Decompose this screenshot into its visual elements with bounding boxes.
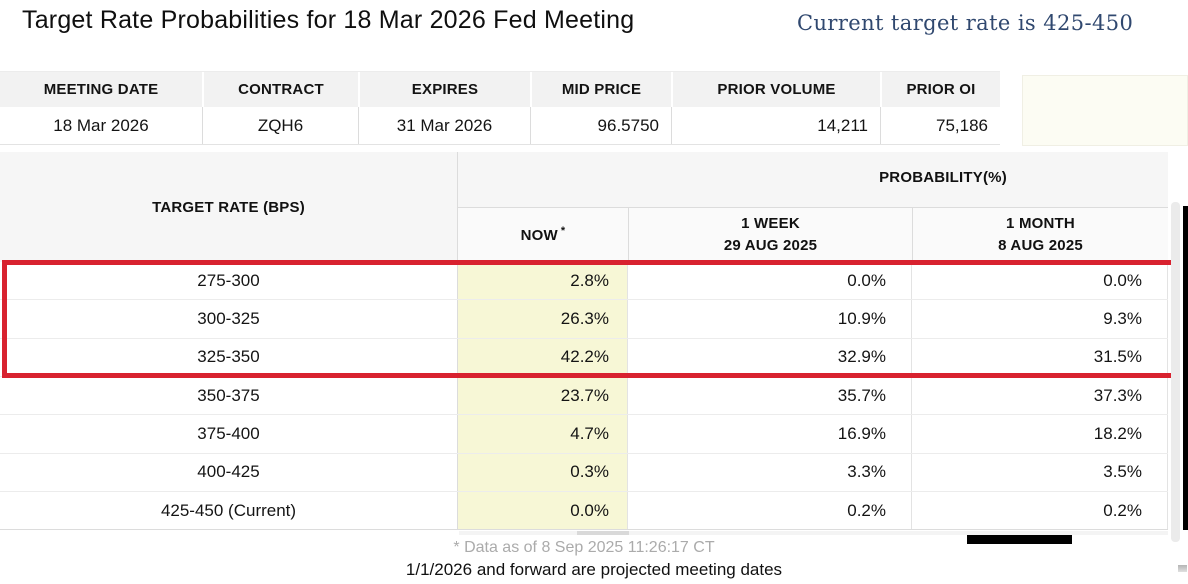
target-rate-cell: 425-450 (Current) bbox=[0, 492, 458, 530]
now-probability-cell: 23.7% bbox=[458, 377, 628, 415]
contract-cell-contract: ZQH6 bbox=[202, 107, 358, 144]
contract-header-contract: CONTRACT bbox=[202, 72, 358, 107]
table-row: 425-450 (Current) 0.0% 0.2% 0.2% bbox=[0, 492, 1168, 531]
week-probability-cell: 3.3% bbox=[628, 453, 912, 492]
table-row: 300-325 26.3% 10.9% 9.3% bbox=[0, 300, 1168, 339]
contract-cell-expires: 31 Mar 2026 bbox=[358, 107, 530, 144]
now-probability-cell: 0.0% bbox=[458, 492, 628, 530]
contract-header-prior-oi: PRIOR OI bbox=[880, 72, 1000, 107]
month-date: 8 AUG 2025 bbox=[998, 237, 1083, 254]
month-probability-cell: 18.2% bbox=[912, 415, 1168, 453]
horizontal-scrollbar-thumb[interactable] bbox=[577, 531, 629, 535]
now-probability-cell: 0.3% bbox=[458, 453, 628, 492]
table-row: 325-350 42.2% 32.9% 31.5% bbox=[0, 338, 1168, 378]
contract-cell-prior-oi: 75,186 bbox=[880, 107, 1000, 144]
month-label: 1 MONTH bbox=[1006, 215, 1075, 233]
month-probability-cell: 31.5% bbox=[912, 338, 1168, 377]
column-header-1-week: 1 WEEK 29 AUG 2025 bbox=[628, 208, 912, 262]
probability-header-band bbox=[458, 152, 1168, 207]
contract-header-expires: EXPIRES bbox=[358, 72, 530, 107]
contract-cell-prior-volume: 14,211 bbox=[671, 107, 880, 144]
target-rate-cell: 375-400 bbox=[0, 415, 458, 453]
week-probability-cell: 0.0% bbox=[628, 262, 912, 300]
projected-dates-note: 1/1/2026 and forward are projected meeti… bbox=[405, 560, 783, 579]
contract-header-prior-volume: PRIOR VOLUME bbox=[671, 72, 880, 107]
current-target-rate-note: Current target rate is 425-450 bbox=[797, 11, 1134, 35]
page-title: Target Rate Probabilities for 18 Mar 202… bbox=[22, 6, 635, 34]
target-rate-cell: 275-300 bbox=[0, 262, 458, 300]
week-label: 1 WEEK bbox=[741, 215, 800, 233]
target-rate-cell: 300-325 bbox=[0, 300, 458, 338]
month-probability-cell: 0.2% bbox=[912, 492, 1168, 530]
target-rate-cell: 400-425 bbox=[0, 453, 458, 492]
month-probability-cell: 0.0% bbox=[912, 262, 1168, 300]
now-probability-cell: 2.8% bbox=[458, 262, 628, 300]
now-label: NOW bbox=[520, 226, 558, 244]
data-as-of-note: * Data as of 8 Sep 2025 11:26:17 CT bbox=[453, 539, 715, 556]
target-rate-cell: 325-350 bbox=[0, 338, 458, 377]
probability-subheader-row: NOW * 1 WEEK 29 AUG 2025 1 MONTH 8 AUG 20… bbox=[458, 207, 1168, 262]
week-probability-cell: 16.9% bbox=[628, 415, 912, 453]
week-date: 29 AUG 2025 bbox=[723, 237, 818, 254]
side-panel bbox=[1022, 75, 1188, 146]
month-probability-cell: 3.5% bbox=[912, 453, 1168, 492]
now-footnote-asterisk: * bbox=[560, 224, 566, 237]
week-probability-cell: 10.9% bbox=[628, 300, 912, 338]
contract-cell-meeting-date: 18 Mar 2026 bbox=[0, 107, 202, 144]
column-header-now: NOW * bbox=[458, 208, 628, 262]
probability-header-label: PROBABILITY(%) bbox=[879, 169, 1007, 186]
month-probability-cell: 9.3% bbox=[912, 300, 1168, 338]
column-header-1-month: 1 MONTH 8 AUG 2025 bbox=[912, 208, 1168, 262]
redaction-bar bbox=[967, 535, 1072, 544]
scrollbar-corner-handle bbox=[1178, 565, 1187, 572]
contract-table-header-row: MEETING DATE CONTRACT EXPIRES MID PRICE … bbox=[0, 71, 1000, 107]
table-row: 275-300 2.8% 0.0% 0.0% bbox=[0, 262, 1168, 301]
table-row: 400-425 0.3% 3.3% 3.5% bbox=[0, 453, 1168, 493]
week-probability-cell: 32.9% bbox=[628, 338, 912, 377]
vertical-scrollbar-track[interactable] bbox=[1171, 202, 1180, 542]
week-probability-cell: 0.2% bbox=[628, 492, 912, 530]
contract-table: MEETING DATE CONTRACT EXPIRES MID PRICE … bbox=[0, 71, 1000, 145]
table-row: 375-400 4.7% 16.9% 18.2% bbox=[0, 415, 1168, 454]
week-probability-cell: 35.7% bbox=[628, 377, 912, 415]
horizontal-scrollbar-track[interactable] bbox=[459, 531, 1168, 535]
now-probability-cell: 42.2% bbox=[458, 338, 628, 377]
contract-table-data-row: 18 Mar 2026 ZQH6 31 Mar 2026 96.5750 14,… bbox=[0, 107, 1000, 145]
contract-cell-mid-price: 96.5750 bbox=[530, 107, 671, 144]
now-probability-cell: 26.3% bbox=[458, 300, 628, 338]
vertical-scrollbar-thumb[interactable] bbox=[1183, 206, 1188, 530]
target-rate-bps-header: TARGET RATE (BPS) bbox=[0, 152, 458, 262]
month-probability-cell: 37.3% bbox=[912, 377, 1168, 415]
target-rate-cell: 350-375 bbox=[0, 377, 458, 415]
contract-header-mid-price: MID PRICE bbox=[530, 72, 671, 107]
contract-header-meeting-date: MEETING DATE bbox=[0, 72, 202, 107]
now-probability-cell: 4.7% bbox=[458, 415, 628, 453]
table-row: 350-375 23.7% 35.7% 37.3% bbox=[0, 377, 1168, 416]
probability-table-body: 275-300 2.8% 0.0% 0.0% 300-325 26.3% 10.… bbox=[0, 262, 1168, 531]
